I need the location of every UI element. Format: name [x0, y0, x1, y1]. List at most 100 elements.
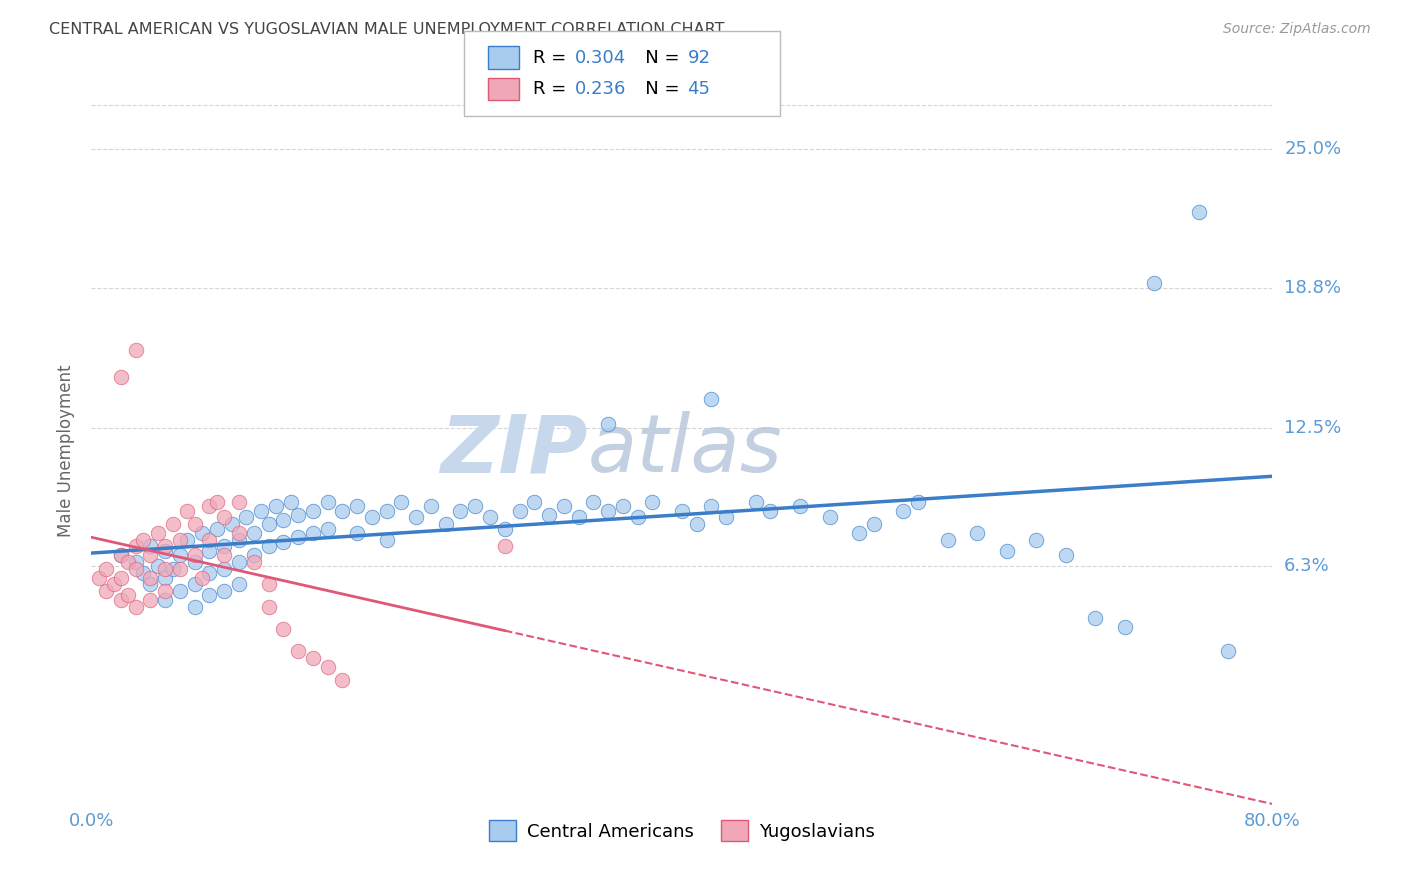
Point	[627, 510, 650, 524]
Point	[568, 510, 591, 524]
Point	[287, 508, 309, 523]
Point	[132, 566, 155, 581]
Point	[124, 539, 148, 553]
Point	[139, 592, 162, 607]
Point	[553, 500, 575, 514]
Point	[198, 533, 221, 547]
Point	[301, 651, 323, 665]
Text: ZIP: ZIP	[440, 411, 588, 490]
Point	[1218, 644, 1240, 658]
Point	[714, 510, 737, 524]
Point	[250, 503, 273, 517]
Point	[434, 517, 457, 532]
Point	[523, 494, 546, 508]
Point	[110, 571, 132, 585]
Point	[103, 577, 125, 591]
Text: N =: N =	[628, 79, 686, 98]
Point	[183, 517, 207, 532]
Point	[596, 417, 619, 431]
Point	[596, 503, 619, 517]
Point	[214, 548, 236, 563]
Point	[478, 510, 502, 524]
Text: 45: 45	[688, 79, 710, 98]
Point	[110, 592, 132, 607]
Text: CENTRAL AMERICAN VS YUGOSLAVIAN MALE UNEMPLOYMENT CORRELATION CHART: CENTRAL AMERICAN VS YUGOSLAVIAN MALE UNE…	[49, 22, 724, 37]
Point	[995, 543, 1018, 558]
Point	[494, 521, 516, 535]
Point	[893, 503, 915, 517]
Text: R =: R =	[533, 79, 572, 98]
Point	[162, 517, 184, 532]
Point	[176, 533, 198, 547]
Point	[789, 500, 811, 514]
Point	[509, 503, 531, 517]
Point	[316, 521, 339, 535]
Point	[862, 517, 886, 532]
Point	[346, 500, 368, 514]
Point	[1054, 548, 1077, 563]
Point	[582, 494, 605, 508]
Point	[221, 517, 243, 532]
Point	[214, 562, 236, 576]
Point	[96, 562, 118, 576]
Point	[153, 543, 177, 558]
Point	[494, 539, 516, 553]
Point	[205, 494, 228, 508]
Point	[273, 622, 295, 636]
Point	[228, 533, 250, 547]
Point	[139, 577, 162, 591]
Point	[257, 517, 280, 532]
Point	[214, 539, 236, 553]
Point	[612, 500, 634, 514]
Point	[183, 555, 207, 569]
Point	[124, 555, 148, 569]
Text: 12.5%: 12.5%	[1284, 419, 1341, 437]
Point	[176, 503, 198, 517]
Point	[169, 533, 191, 547]
Point	[228, 526, 250, 541]
Point	[537, 508, 560, 523]
Text: atlas: atlas	[588, 411, 782, 490]
Point	[273, 535, 295, 549]
Point	[280, 494, 302, 508]
Point	[419, 500, 441, 514]
Point	[87, 571, 110, 585]
Point	[139, 571, 162, 585]
Text: 0.236: 0.236	[575, 79, 627, 98]
Point	[191, 571, 214, 585]
Point	[389, 494, 413, 508]
Point	[205, 521, 228, 535]
Point	[848, 526, 870, 541]
Text: 92: 92	[688, 48, 710, 67]
Point	[153, 539, 177, 553]
Point	[169, 548, 191, 563]
Point	[124, 343, 148, 358]
Point	[153, 592, 177, 607]
Point	[936, 533, 959, 547]
Point	[264, 500, 287, 514]
Point	[360, 510, 382, 524]
Point	[146, 559, 169, 574]
Point	[228, 494, 250, 508]
Point	[198, 589, 221, 603]
Point	[375, 533, 398, 547]
Point	[117, 555, 139, 569]
Text: Source: ZipAtlas.com: Source: ZipAtlas.com	[1223, 22, 1371, 37]
Point	[332, 503, 354, 517]
Point	[124, 599, 148, 614]
Point	[287, 530, 309, 544]
Point	[243, 555, 266, 569]
Point	[1025, 533, 1047, 547]
Point	[191, 526, 214, 541]
Point	[198, 566, 221, 581]
Point	[316, 494, 339, 508]
Point	[183, 548, 207, 563]
Point	[139, 548, 162, 563]
Point	[169, 584, 191, 599]
Point	[287, 644, 309, 658]
Point	[745, 494, 768, 508]
Point	[214, 584, 236, 599]
Text: N =: N =	[628, 48, 686, 67]
Point	[405, 510, 427, 524]
Point	[464, 500, 486, 514]
